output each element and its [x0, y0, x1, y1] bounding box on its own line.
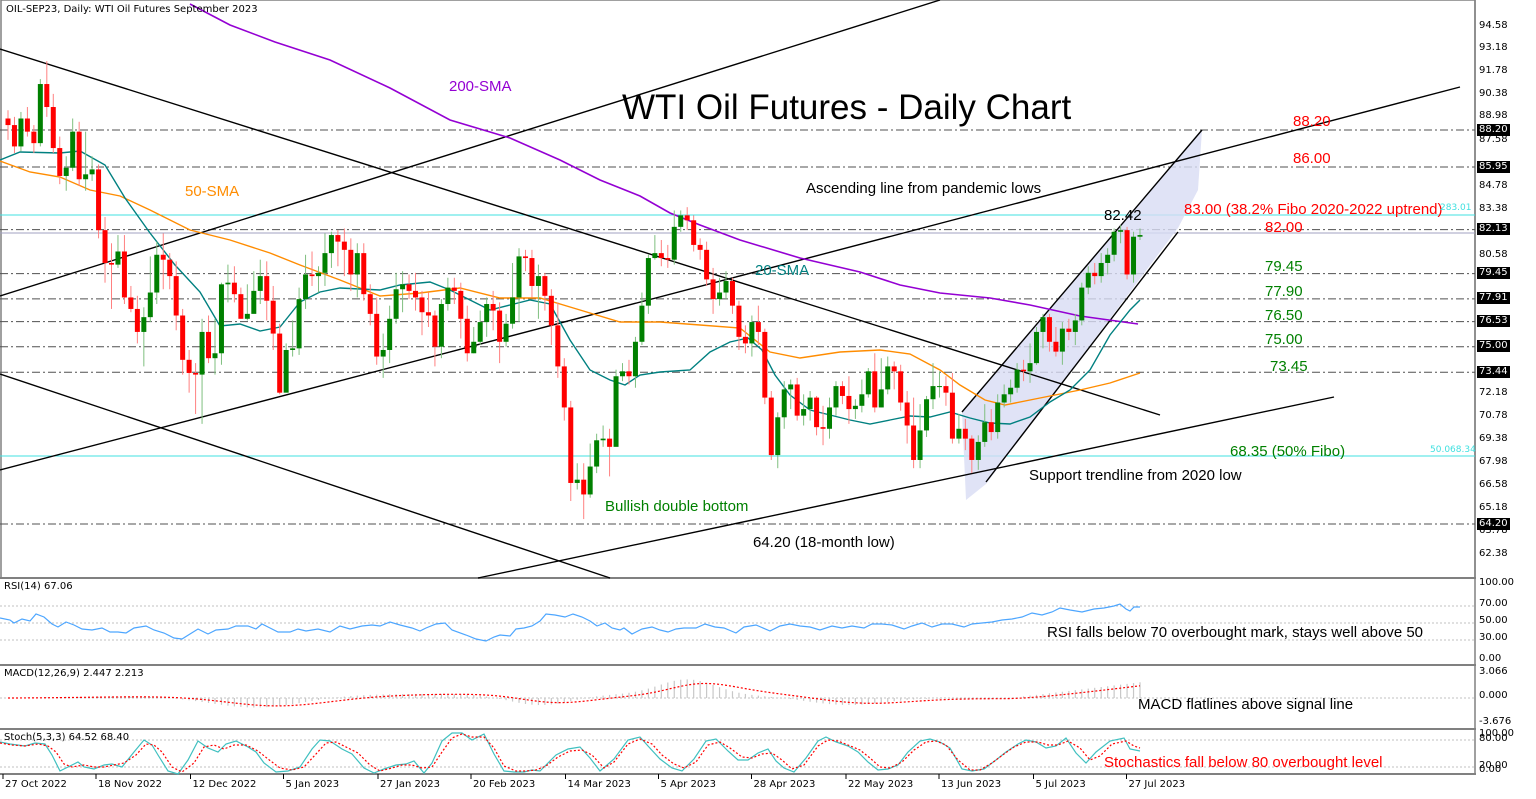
time-axis-label: 27 Jul 2023: [1128, 779, 1186, 790]
macd-note: MACD flatlines above signal line: [1138, 696, 1354, 713]
sma-200-line: [189, 3, 1139, 325]
stoch-d-line: [0, 733, 1141, 773]
sma50-label: 50-SMA: [185, 183, 240, 200]
indicator-tick-label: 3.066: [1479, 666, 1508, 677]
macd-panel: [0, 679, 1475, 708]
price-tick-label: 91.78: [1479, 65, 1508, 76]
indicator-tick-label: 30.00: [1479, 632, 1508, 643]
indicator-tick-label: 0.00: [1479, 653, 1502, 664]
time-axis-label: 5 Apr 2023: [660, 779, 716, 790]
time-axis-label: 5 Jul 2023: [1035, 779, 1086, 790]
support-trendline-label: Support trendline from 2020 low: [1029, 467, 1242, 484]
level-83-00-label: 83.00 (38.2% Fibo 2020-2022 uptrend): [1184, 201, 1443, 218]
price-level-marker: 82.13: [1477, 223, 1510, 235]
rsi-title: RSI(14) 67.06: [4, 581, 73, 592]
sma-50-line: [0, 160, 1141, 406]
price-tick-label: 84.78: [1479, 180, 1508, 191]
price-level-marker: 79.45: [1477, 267, 1510, 279]
indicator-tick-label: 50.00: [1479, 615, 1508, 626]
price-level-marker: 88.20: [1477, 124, 1510, 136]
indicator-tick-label: 100.00: [1479, 728, 1514, 739]
price-tick-label: 70.78: [1479, 410, 1508, 421]
price-tick-label: 94.58: [1479, 20, 1508, 31]
time-axis-ticks: [2, 774, 1127, 779]
level-68-35-label: 68.35 (50% Fibo): [1230, 443, 1346, 460]
price-tick-label: 80.58: [1479, 249, 1508, 260]
level-73-45-label: 73.45: [1270, 358, 1308, 375]
indicator-tick-label: 70.00: [1479, 598, 1508, 609]
short-channel-upper: [961, 129, 1203, 413]
ascending-channel-upper: [0, 0, 941, 297]
indicator-tick-label: -3.676: [1479, 716, 1512, 727]
price-level-marker: 85.95: [1477, 161, 1510, 173]
price-tick-label: 65.18: [1479, 502, 1508, 513]
ascending-line-label: Ascending line from pandemic lows: [806, 180, 1042, 197]
descending-channel-upper: [0, 48, 1161, 416]
fibo-axis-label: 50.068.34: [1430, 445, 1476, 455]
price-tick-label: 69.38: [1479, 433, 1508, 444]
price-tick-label: 72.18: [1479, 387, 1508, 398]
descending-channel-lower: [0, 373, 611, 579]
short-channel-lower: [985, 231, 1179, 483]
indicator-tick-label: 100.00: [1479, 577, 1514, 588]
price-level-marker: 75.00: [1477, 340, 1510, 352]
indicator-tick-label: 0.00: [1479, 764, 1502, 775]
macd-title: MACD(12,26,9) 2.447 2.213: [4, 668, 144, 679]
symbol-label: OIL-SEP23, Daily: WTI Oil Futures Septem…: [6, 4, 258, 15]
rsi-note: RSI falls below 70 overbought mark, stay…: [1047, 624, 1424, 641]
stoch-k-line: [0, 732, 1141, 775]
time-axis-label: 20 Feb 2023: [473, 779, 536, 790]
price-level-marker: 77.91: [1477, 292, 1510, 304]
indicator-tick-label: 80.00: [1479, 733, 1508, 744]
price-level-marker: 64.20: [1477, 518, 1510, 530]
fibo-axis-label: 283.01: [1440, 203, 1472, 213]
level-77-90-label: 77.90: [1265, 283, 1303, 300]
stochastic-panel: [0, 732, 1475, 775]
price-tick-label: 83.38: [1479, 203, 1508, 214]
stoch-title: Stoch(5,3,3) 64.52 68.40: [4, 732, 130, 743]
time-axis-label: 22 May 2023: [848, 779, 914, 790]
support-trendline-2020: [477, 396, 1335, 579]
time-axis-label: 18 Nov 2022: [98, 779, 163, 790]
level-64-20-label: 64.20 (18-month low): [753, 534, 895, 551]
price-tick-label: 63.78: [1479, 525, 1508, 536]
time-axis-label: 12 Dec 2022: [192, 779, 257, 790]
stoch-note: Stochastics fall below 80 overbought lev…: [1104, 754, 1383, 771]
price-level-marker: 73.44: [1477, 366, 1510, 378]
indicator-tick-label: 20.00: [1479, 760, 1508, 771]
price-tick-label: 90.38: [1479, 88, 1508, 99]
price-tick-label: 62.38: [1479, 548, 1508, 559]
time-axis-label: 5 Jan 2023: [285, 779, 340, 790]
level-79-45-label: 79.45: [1265, 258, 1303, 275]
time-axis-label: 27 Jan 2023: [380, 779, 440, 790]
level-86-00-label: 86.00: [1293, 150, 1331, 167]
rsi-panel: [0, 603, 1475, 642]
candlesticks: [5, 61, 1143, 520]
level-88-20-label: 88.20: [1293, 113, 1331, 130]
sma200-label: 200-SMA: [449, 78, 512, 95]
ascending-line-pandemic-lows: [0, 86, 1461, 471]
level-82-00-label: 82.00: [1265, 219, 1303, 236]
indicator-tick-label: 0.000: [1479, 690, 1508, 701]
sma20-label: 20-SMA: [755, 262, 810, 279]
recent-high-label: 82.42: [1104, 207, 1142, 224]
time-axis-label: 27 Oct 2022: [5, 779, 67, 790]
level-75-00-label: 75.00: [1265, 331, 1303, 348]
rsi-line: [0, 603, 1140, 642]
time-axis-label: 13 Jun 2023: [941, 779, 1002, 790]
double-bottom-label: Bullish double bottom: [605, 498, 749, 515]
level-76-50-label: 76.50: [1265, 307, 1303, 324]
price-tick-label: 87.58: [1479, 134, 1508, 145]
price-level-marker: 76.53: [1477, 315, 1510, 327]
time-axis-label: 28 Apr 2023: [753, 779, 816, 790]
price-tick-label: 93.18: [1479, 42, 1508, 53]
time-axis-label: 14 Mar 2023: [567, 779, 631, 790]
chart-title: WTI Oil Futures - Daily Chart: [622, 88, 1072, 127]
price-tick-label: 88.98: [1479, 110, 1508, 121]
price-tick-label: 67.98: [1479, 456, 1508, 467]
price-tick-label: 66.58: [1479, 479, 1508, 490]
